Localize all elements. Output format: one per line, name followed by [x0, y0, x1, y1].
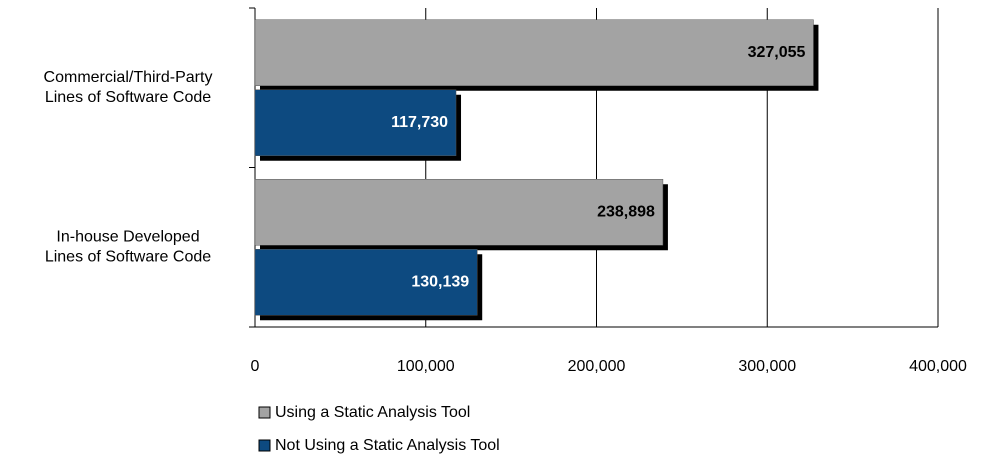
x-tick-label: 300,000 [738, 358, 796, 375]
data-label: 238,898 [597, 203, 655, 220]
bar [254, 89, 457, 156]
x-tick-label: 100,000 [397, 358, 455, 375]
x-tick-label: 200,000 [568, 358, 626, 375]
legend-label: Using a Static Analysis Tool [275, 404, 470, 421]
bar [254, 249, 478, 316]
y-tick-label: In-house Developed Lines of Software Code [45, 228, 211, 265]
x-tick-label: 400,000 [909, 358, 967, 375]
legend-swatch [258, 406, 271, 419]
data-label: 117,730 [391, 114, 448, 131]
bar [254, 179, 664, 246]
legend-label: Not Using a Static Analysis Tool [275, 437, 500, 454]
y-tick-label: Commercial/Third-Party Lines of Software … [44, 69, 213, 106]
bar [254, 19, 814, 86]
data-label: 327,055 [748, 44, 806, 61]
legend-swatch [258, 439, 271, 452]
x-tick-label: 0 [251, 358, 260, 375]
data-label: 130,139 [411, 273, 469, 290]
